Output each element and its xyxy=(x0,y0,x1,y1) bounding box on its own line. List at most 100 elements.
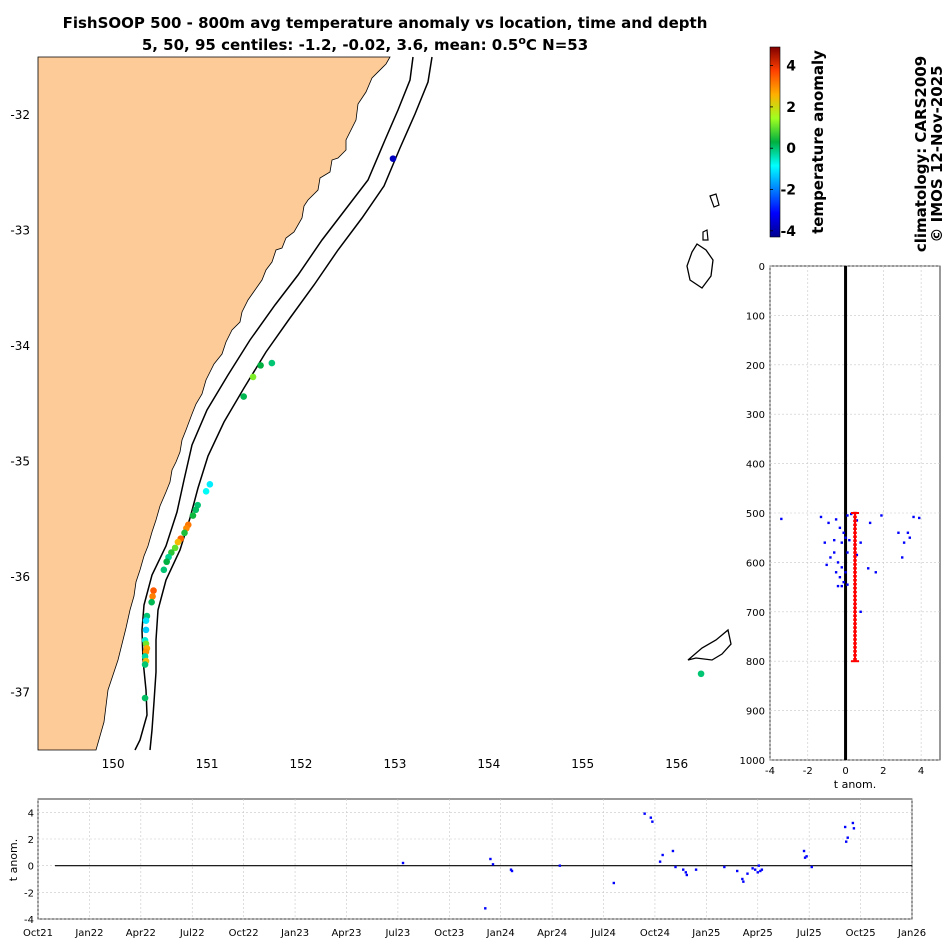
mean-bar-marker xyxy=(853,527,857,531)
time-point xyxy=(753,868,757,871)
mean-bar-marker xyxy=(853,555,857,558)
map-point xyxy=(160,566,168,574)
depth-point xyxy=(908,536,911,539)
map-point xyxy=(149,593,156,600)
map-point xyxy=(240,393,247,400)
depth-y-tick-label: 800 xyxy=(746,657,765,668)
time-panel: 4 2 0 -2 -4 Oct21 Jan22 Apr22 Jul22 Oct22 Jan23 Ap… xyxy=(7,798,926,939)
time-point xyxy=(509,868,513,871)
depth-x-tick-label: 2 xyxy=(880,766,886,777)
time-x-tick-label: Oct23 xyxy=(434,928,464,939)
time-point xyxy=(661,853,664,857)
colorbar-tick-label: 2 xyxy=(786,100,796,116)
depth-point xyxy=(848,538,851,542)
depth-point xyxy=(855,519,859,522)
depth-y-tick-label: 1000 xyxy=(740,756,765,767)
colorbar-tick-label: 0 xyxy=(786,141,796,157)
depth-x-tick-label: 0 xyxy=(842,766,848,777)
time-y-tick-label: 0 xyxy=(28,862,34,873)
depth-y-tick-label: 400 xyxy=(746,460,765,471)
time-point xyxy=(401,861,405,865)
depth-x-tick-label: 4 xyxy=(918,766,924,777)
title-line2-prefix: 5, 50, 95 centiles: -1.2, -0.02, 3.6, me… xyxy=(142,36,519,54)
mean-bar-marker xyxy=(853,515,857,519)
mean-bar-marker xyxy=(853,511,857,515)
depth-point xyxy=(834,518,838,521)
mean-bar-marker xyxy=(853,535,857,538)
map-x-tick-label: 152 xyxy=(290,757,313,771)
depth-point xyxy=(838,576,842,579)
mean-bar-marker xyxy=(853,578,857,582)
mean-bar-marker xyxy=(853,654,857,657)
map-point xyxy=(174,538,182,546)
depth-point xyxy=(823,541,826,544)
time-x-tick-label: Jan24 xyxy=(486,928,515,939)
map-x-tick-label: 151 xyxy=(196,757,219,771)
depth-y-tick-label: 500 xyxy=(746,509,765,520)
time-point xyxy=(491,863,495,866)
map-point xyxy=(148,598,155,606)
time-point xyxy=(484,907,487,910)
depth-point xyxy=(902,541,906,544)
map-y-ticks: -32 -33 -34 -35 -36 -37 xyxy=(10,108,30,700)
depth-point xyxy=(780,517,783,521)
map-points xyxy=(141,155,705,702)
depth-panel: 0 100 200 300 400 500 600 700 800 900 1000 -4 -2 0 2 4… xyxy=(740,262,941,791)
map-y-tick-label: -34 xyxy=(10,339,30,353)
time-x-tick-label: Jan25 xyxy=(691,928,720,939)
mean-bar-marker xyxy=(853,638,857,641)
depth-point xyxy=(906,531,910,534)
map-point xyxy=(141,661,149,668)
mean-bar-marker xyxy=(853,547,857,550)
map-y-tick-label: -32 xyxy=(10,108,30,122)
depth-point xyxy=(874,571,877,574)
time-x-tick-label: Jul23 xyxy=(384,928,410,939)
depth-x-tick-label: -4 xyxy=(765,766,775,777)
mean-bar-marker xyxy=(853,519,857,523)
map-panel: 150 151 152 153 154 155 156 -32 -33 -34 -35 -36 -37 xyxy=(10,56,733,771)
mean-bar-marker xyxy=(853,567,857,570)
depth-y-tick-label: 600 xyxy=(746,558,765,569)
depth-y-ticks: 0 100 200 300 400 500 600 700 800 900 1000 xyxy=(740,262,765,767)
mean-bar-marker xyxy=(853,610,857,613)
time-point xyxy=(723,865,726,869)
land-mass xyxy=(37,56,391,751)
depth-point xyxy=(880,514,883,517)
depth-point xyxy=(842,580,845,584)
depth-point xyxy=(819,515,823,519)
islet-1 xyxy=(709,193,720,208)
island-lord-howe xyxy=(687,628,732,661)
mean-bar-marker xyxy=(853,594,857,598)
time-point xyxy=(694,868,698,871)
map-point xyxy=(189,512,197,519)
mean-bar-marker xyxy=(853,614,857,617)
map-x-tick-label: 154 xyxy=(477,757,500,771)
mean-bar-marker xyxy=(853,539,857,542)
depth-y-tick-label: 300 xyxy=(746,410,765,421)
map-point xyxy=(141,694,149,702)
depth-x-tick-label: -2 xyxy=(803,766,813,777)
time-point xyxy=(489,857,492,861)
depth-point xyxy=(846,551,849,554)
time-point xyxy=(802,849,806,853)
mean-bar-marker xyxy=(853,563,857,566)
depth-point xyxy=(825,563,828,567)
title-line2: 5, 50, 95 centiles: -1.2, -0.02, 3.6, me… xyxy=(142,34,588,54)
depth-point xyxy=(859,541,862,544)
colorbar-tick-label: -4 xyxy=(780,224,796,240)
time-point xyxy=(759,869,762,873)
depth-x-ticks: -4 -2 0 2 4 xyxy=(765,766,924,777)
time-x-tick-label: Jan26 xyxy=(897,928,926,939)
time-point xyxy=(805,855,808,858)
mean-bar-marker xyxy=(853,523,857,527)
map-x-tick-label: 150 xyxy=(102,757,125,771)
colorbar-tick-label: 4 xyxy=(786,59,796,75)
map-point xyxy=(163,558,170,566)
depth-point xyxy=(844,571,847,574)
mean-bar-marker xyxy=(853,642,857,645)
mean-bar-marker xyxy=(853,586,857,590)
mean-bar-marker xyxy=(853,598,857,602)
time-point xyxy=(612,881,616,885)
mean-bar-marker xyxy=(853,602,857,606)
map-y-tick-label: -36 xyxy=(10,570,30,584)
